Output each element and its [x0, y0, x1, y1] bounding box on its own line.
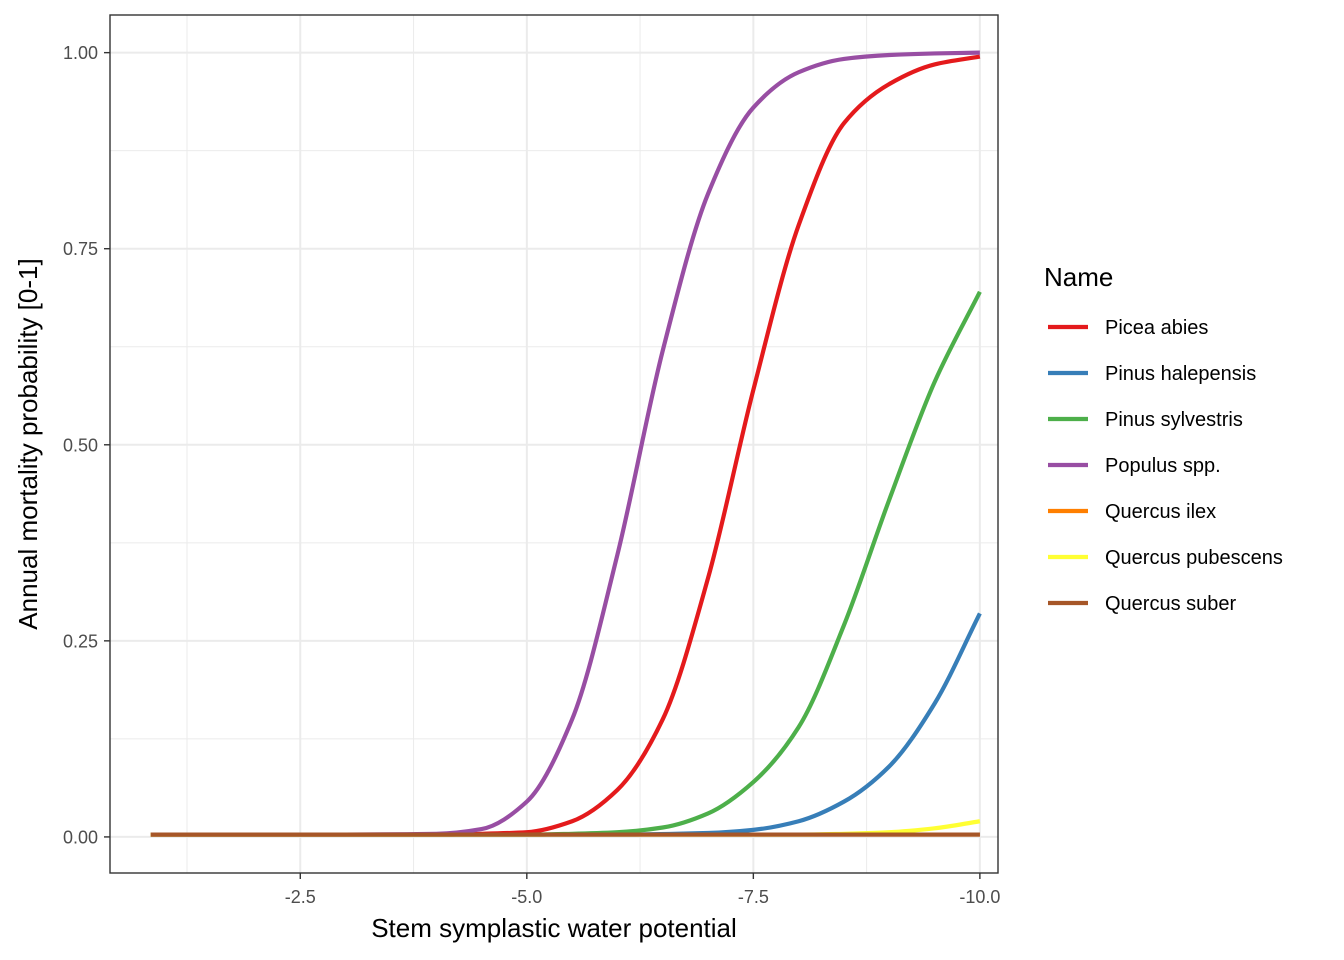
plot-panel-border	[109, 14, 999, 874]
legend-title: Name	[1044, 262, 1113, 292]
legend-label-populus-spp: Populus spp.	[1105, 455, 1221, 477]
grid-lines	[110, 15, 998, 873]
series-line-populus-spp	[150, 50, 980, 837]
y-tick-label: 0.50	[63, 435, 98, 455]
series-lines	[150, 50, 982, 837]
x-tick-label: -7.5	[738, 887, 769, 907]
legend-label-pinus-sylvestris: Pinus sylvestris	[1105, 409, 1243, 431]
legend-label-quercus-suber: Quercus suber	[1105, 593, 1237, 615]
legend-label-pinus-halepensis: Pinus halepensis	[1105, 363, 1256, 385]
series-line-pinus-halepensis	[150, 612, 982, 837]
y-tick-label: 0.75	[63, 239, 98, 259]
x-tick-label: -2.5	[285, 887, 316, 907]
legend-label-quercus-ilex: Quercus ilex	[1105, 501, 1216, 523]
y-tick-label: 0.25	[63, 631, 98, 651]
y-tick-label: 0.00	[63, 827, 98, 847]
legend-label-quercus-pubescens: Quercus pubescens	[1105, 547, 1283, 569]
legend: Name Picea abies Pinus halepensis Pinus sy…	[1044, 262, 1283, 615]
x-tick-label: -5.0	[511, 887, 542, 907]
axis-ticks: -2.5 -5.0 -7.5 -10.0 0.00 0.25 0.50 0.75 1.00	[63, 43, 1000, 907]
legend-label-picea-abies: Picea abies	[1105, 317, 1208, 339]
x-tick-label: -10.0	[959, 887, 1000, 907]
series-line-pinus-sylvestris	[150, 290, 982, 837]
y-tick-label: 1.00	[63, 43, 98, 63]
y-axis-title: Annual mortality probability [0-1]	[13, 258, 43, 629]
x-axis-title: Stem symplastic water potential	[371, 913, 737, 943]
